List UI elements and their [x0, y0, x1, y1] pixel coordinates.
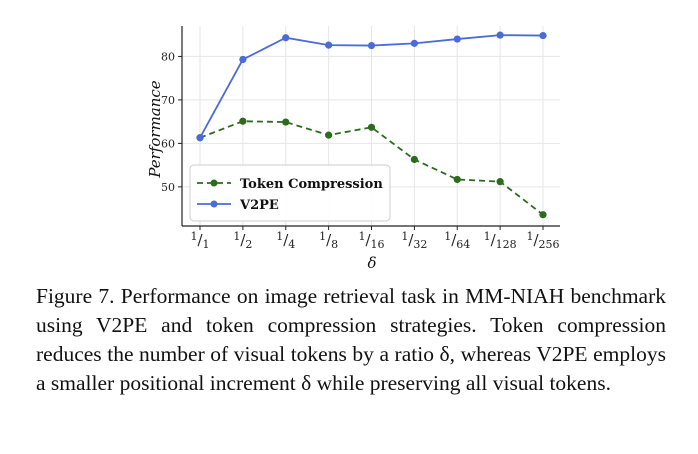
- y-tick-label: 60: [161, 137, 175, 150]
- x-tick-label: 1/128: [484, 230, 517, 251]
- x-ticks: 1/1 1/2 1/4 1/8 1/16 1/32 1/64 1/128 1/256: [190, 226, 560, 251]
- y-tick-label: 70: [161, 94, 175, 107]
- data-point-token-compression: [367, 123, 376, 131]
- figure-caption: Figure 7. Performance on image retrieval…: [36, 284, 666, 395]
- x-tick-label: 1/4: [276, 230, 295, 251]
- x-tick-label: 1/256: [526, 230, 559, 251]
- data-point-v2pe: [239, 55, 247, 64]
- data-point-token-compression: [239, 117, 247, 125]
- legend-box: [189, 164, 391, 222]
- legend-label-token-compression: Token Compression: [240, 177, 383, 192]
- data-point-v2pe: [410, 39, 418, 47]
- x-tick-label: 1/1: [190, 230, 209, 251]
- y-tick-label: 50: [161, 181, 175, 194]
- y-axis-label: Performance: [146, 80, 164, 178]
- series-line-token-compression: [199, 120, 544, 216]
- y-tick-label: 80: [161, 50, 175, 63]
- data-point-token-compression: [282, 118, 290, 126]
- data-point-token-compression: [453, 175, 461, 184]
- x-axis-label: δ: [367, 254, 376, 272]
- series-lines: [196, 31, 547, 219]
- data-point-v2pe: [496, 31, 504, 39]
- data-point-v2pe: [282, 34, 290, 42]
- data-point-v2pe: [453, 35, 461, 43]
- data-point-v2pe: [367, 41, 376, 50]
- data-point-token-compression: [496, 178, 504, 186]
- legend-marker-token-compression: [210, 179, 218, 187]
- data-point-token-compression: [325, 131, 333, 139]
- x-tick-label: 1/32: [401, 230, 427, 251]
- x-tick-label: 1/2: [233, 230, 252, 251]
- data-point-v2pe: [196, 134, 204, 142]
- legend-marker-v2pe: [210, 200, 218, 208]
- data-point-token-compression: [410, 155, 418, 164]
- x-tick-label: 1/16: [358, 230, 384, 251]
- y-ticks: 50 60 70 80: [161, 50, 182, 194]
- data-point-token-compression: [539, 211, 547, 219]
- legend: Token Compression V2PE: [189, 164, 391, 222]
- x-tick-label: 1/8: [319, 230, 338, 251]
- data-point-v2pe: [539, 31, 547, 40]
- legend-label-v2pe: V2PE: [239, 198, 279, 213]
- x-tick-label: 1/64: [444, 230, 470, 251]
- data-point-v2pe: [325, 41, 333, 49]
